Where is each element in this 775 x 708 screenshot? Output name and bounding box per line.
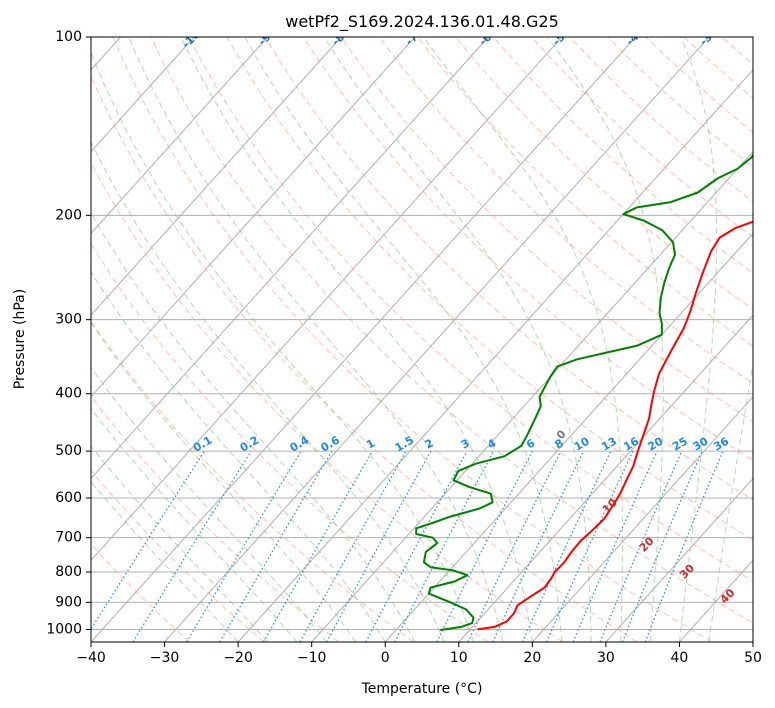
- dry-adiabat-line: [91, 395, 340, 642]
- y-tick-label-4: 500: [55, 443, 82, 459]
- isotherm-line: [237, 69, 753, 642]
- y-tick-label-1: 200: [55, 207, 82, 223]
- dry-adiabat-line: [150, 37, 753, 624]
- x-axis-label: Temperature (°C): [361, 681, 483, 697]
- y-tick-label-3: 400: [55, 386, 82, 402]
- moist-adiabat-line: [91, 366, 327, 642]
- isotherm-line: [531, 396, 753, 642]
- x-tick-label-5: 10: [450, 650, 468, 666]
- dry-adiabat-line: [112, 37, 713, 642]
- moist-adiabat-line: [128, 37, 504, 642]
- dry-adiabat-line: [91, 242, 489, 642]
- x-tick-label-2: −20: [223, 650, 253, 666]
- dry-adiabat-line: [91, 161, 563, 642]
- mixing-ratio-line: [132, 450, 252, 642]
- moist-adiabat-line: [678, 37, 718, 642]
- y-tick-label-7: 800: [55, 564, 82, 580]
- background-lines: [91, 37, 775, 642]
- moist-adiabat-line: [91, 481, 239, 642]
- isotherm-line: [91, 37, 342, 316]
- height-label-6: -40: [624, 25, 647, 48]
- dewpoint-line: [415, 153, 753, 631]
- x-tick-label-0: −40: [76, 650, 106, 666]
- dry-adiabat-line: [91, 543, 191, 642]
- y-tick-label-2: 300: [55, 312, 82, 328]
- mixing-ratio-line: [622, 450, 703, 642]
- isotherm-line: [91, 37, 563, 562]
- moist-adiabat-line: [91, 407, 298, 642]
- mixing-ratio-line: [91, 450, 205, 631]
- mixing-ratio-line: [436, 450, 533, 642]
- chart-title: wetPf2_S169.2024.136.01.48.G25: [285, 12, 559, 32]
- x-tick-label-3: −10: [297, 650, 327, 666]
- isotherm-line: [458, 314, 753, 642]
- x-tick-label-1: −30: [150, 650, 180, 666]
- y-tick-label-9: 1000: [46, 621, 82, 637]
- moist-adiabat-line: [91, 50, 474, 642]
- isotherm-line: [91, 37, 416, 398]
- mixing-ratio-line: [599, 450, 683, 642]
- dry-adiabat-line: [760, 37, 775, 642]
- moist-adiabat-line: [547, 37, 664, 642]
- height-label-4: -60: [476, 25, 499, 48]
- moist-adiabat-line: [244, 37, 563, 642]
- height-label-8: -20: [771, 25, 775, 48]
- y-axis-label: Pressure (hPa): [12, 289, 28, 389]
- series-group: [415, 153, 753, 631]
- moist-adiabat-line: [423, 37, 623, 642]
- isotherm-line: [91, 37, 489, 480]
- temperature-line: [477, 220, 753, 631]
- moist-adiabat-line: [91, 140, 445, 642]
- plot-area: [91, 37, 753, 642]
- mixing-ratio-line: [644, 450, 724, 642]
- mixing-ratio-line: [365, 450, 468, 642]
- y-tick-label-5: 600: [55, 490, 82, 506]
- isotherm-line: [311, 150, 753, 642]
- x-tick-label-9: 50: [744, 650, 762, 666]
- x-tick-label-6: 20: [523, 650, 541, 666]
- mixing-ratio-line: [572, 450, 658, 642]
- dry-adiabat-line: [455, 37, 753, 310]
- moist-adiabat-line: [708, 361, 753, 642]
- mixing-ratio-line: [546, 450, 634, 642]
- height-label-2: -80: [329, 25, 352, 48]
- isotherm-line: [91, 37, 636, 642]
- mixing-ratio-line: [299, 450, 407, 642]
- moist-adiabat-line: [91, 445, 268, 642]
- isotherm-line: [91, 37, 269, 235]
- x-tick-label-4: 0: [381, 650, 390, 666]
- height-label-5: -50: [550, 25, 573, 48]
- height-label-7: -30: [697, 25, 720, 48]
- x-tick-label-8: 40: [671, 650, 689, 666]
- axes-group: −40 −30 −20 −10 0 10 20 30 40 50 100 200 300 400 500 60…: [46, 29, 762, 666]
- isotherm-line: [752, 641, 753, 642]
- isotherm-line: [164, 37, 710, 642]
- y-tick-label-0: 100: [55, 29, 82, 45]
- moist-adiabat-line: [323, 37, 592, 642]
- isotherm-line: [384, 232, 753, 642]
- height-label-1: -90: [256, 25, 279, 48]
- isotherm-line: [91, 37, 195, 153]
- line-labels: 0.1 0.2 0.4 0.6 1 1.5 2 3 4 6 8 10 13 16 20 25 30 36-100-…: [179, 25, 775, 606]
- isotherm-line: [605, 477, 753, 642]
- moist-adiabat-line: [91, 321, 357, 642]
- height-label-3: -70: [403, 25, 426, 48]
- dry-adiabat-line: [91, 469, 265, 642]
- x-tick-label-7: 30: [597, 650, 615, 666]
- y-tick-label-6: 700: [55, 530, 82, 546]
- mixing-ratio-line: [326, 450, 432, 642]
- y-tick-label-8: 900: [55, 594, 82, 610]
- moist-adiabat-line: [91, 270, 386, 642]
- moist-adiabat-line: [91, 211, 416, 642]
- plot-frame: [90, 36, 754, 643]
